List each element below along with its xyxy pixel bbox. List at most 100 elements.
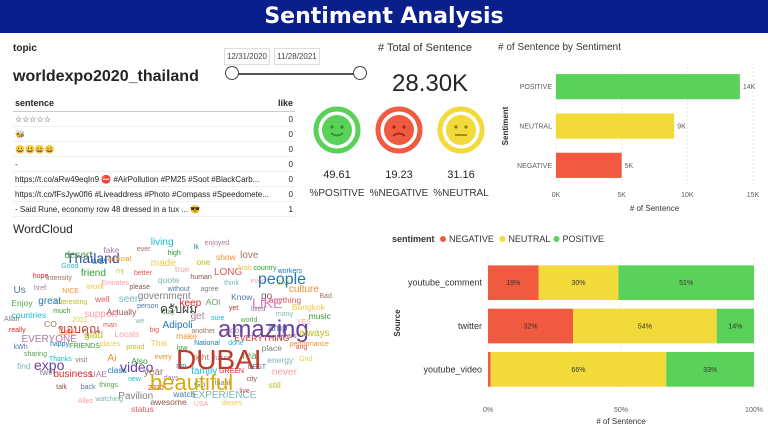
sentence-cell: - xyxy=(13,156,276,172)
legend-entry[interactable]: POSITIVE xyxy=(563,234,605,244)
wordcloud-word: EXPERIENCE xyxy=(191,390,257,402)
wordcloud-word: music xyxy=(308,310,331,321)
wordcloud-word: Good xyxy=(61,262,79,270)
stack-segment-positive[interactable] xyxy=(666,352,754,387)
like-cell: 0 xyxy=(275,171,295,187)
wordcloud-word: places xyxy=(99,341,120,349)
wordcloud-word: safe xyxy=(58,326,75,337)
wordcloud-word: right xyxy=(192,351,209,362)
wordcloud-word: performance xyxy=(289,340,329,348)
bar-negative[interactable] xyxy=(556,152,622,178)
wordcloud-word: think xyxy=(224,279,239,287)
wordcloud-word: video xyxy=(120,359,154,375)
wordcloud-word: beautiful xyxy=(150,370,234,395)
wordcloud-word: we xyxy=(135,318,145,326)
neutral-face-icon xyxy=(437,106,485,154)
wordcloud-word: sure xyxy=(210,315,225,323)
wordcloud-word: Thailand xyxy=(66,250,120,266)
wordcloud-word: never xyxy=(271,367,297,379)
wordcloud-word: sharing xyxy=(24,351,47,359)
wordcloud-word: GREEN xyxy=(219,367,244,375)
legend-entry[interactable]: NEUTRAL xyxy=(508,234,550,244)
legend-swatch xyxy=(440,236,446,242)
wordcloud-word: make xyxy=(176,331,197,342)
wordcloud-word: BEST xyxy=(247,363,267,371)
wordcloud-word: USA xyxy=(193,401,209,409)
wordcloud-word: SAY xyxy=(276,280,291,288)
table-row[interactable]: - Said Rune, economy row 48 dressed in a… xyxy=(13,201,295,217)
wordcloud-word: fake xyxy=(103,245,120,256)
wordcloud-word: lived xyxy=(251,305,266,313)
stack-segment-positive[interactable] xyxy=(716,308,754,344)
stack-segment-neutral[interactable] xyxy=(573,308,717,344)
table-row[interactable]: https://t.co/fFsJyw0fI6 #Liveaddress #Ph… xyxy=(13,186,295,202)
sentence-cell: 😀😀😀😀 xyxy=(13,141,276,157)
wordcloud-word: Emirates xyxy=(101,280,129,288)
table-row[interactable]: 🐝 0 xyxy=(13,126,295,142)
category-label: youtube_video xyxy=(423,364,482,374)
wordcloud-word: ever xyxy=(136,245,151,253)
like-cell: 1 xyxy=(275,201,295,217)
table-row[interactable]: -0 xyxy=(13,156,295,172)
wordcloud-word: LIKE xyxy=(252,295,283,311)
wordcloud-word: AOI xyxy=(205,297,221,308)
wordcloud-word: family xyxy=(191,366,218,378)
topic-label: topic xyxy=(13,43,37,54)
wordcloud-word: many xyxy=(275,310,294,318)
col-sentence-header[interactable]: sentence xyxy=(13,96,276,112)
wordcloud-word: go xyxy=(261,291,273,303)
wordcloud-word: run xyxy=(176,362,187,370)
col-like-header[interactable]: like xyxy=(275,96,295,112)
x-tick-label: 5K xyxy=(617,192,626,199)
wordcloud-word: dieses xyxy=(221,399,243,407)
table-row[interactable]: ☆☆☆☆☆ 0 xyxy=(13,111,295,127)
wordcloud-word: agree xyxy=(200,285,219,293)
stack-segment-negative[interactable] xyxy=(488,352,491,387)
y-axis-title: Source xyxy=(393,309,402,337)
date-slider-start-handle[interactable] xyxy=(225,66,239,80)
segment-data-label: 19% xyxy=(506,280,520,287)
negative-face-icon xyxy=(375,106,423,154)
bar-neutral[interactable] xyxy=(556,113,675,139)
wordcloud-word: seen xyxy=(118,294,141,306)
segment-data-label: 66% xyxy=(571,367,585,374)
date-end[interactable]: 11/28/2021 xyxy=(274,48,320,65)
wordcloud-word: year xyxy=(143,366,164,378)
legend-swatch xyxy=(553,236,560,242)
y-axis-title: Sentiment xyxy=(501,106,510,145)
wordcloud-word: Thai xyxy=(150,338,168,349)
wordcloud-word: href xyxy=(34,285,47,293)
wordcloud-word: Allah xyxy=(4,315,20,323)
stack-segment-neutral[interactable] xyxy=(538,265,619,301)
wordcloud-word: status xyxy=(131,403,154,414)
x-axis-title: # of Sentence xyxy=(596,417,646,426)
wordcloud-word: days xyxy=(163,375,179,383)
wordcloud-word: even xyxy=(250,278,266,286)
category-label: NEUTRAL xyxy=(519,124,552,131)
wordcloud-word: desert xyxy=(64,249,93,261)
stack-segment-negative[interactable] xyxy=(488,308,574,344)
page-title: Sentiment Analysis xyxy=(264,4,504,29)
wordcloud-word: workers xyxy=(277,267,303,275)
table-row[interactable]: 😀😀😀😀 0 xyxy=(13,141,295,157)
segment-data-label: 51% xyxy=(679,280,693,287)
bar-positive[interactable] xyxy=(556,74,740,100)
sentence-cell: https://t.co/aRw49eqIn9 ⛔ #AirPollution … xyxy=(13,171,276,187)
total-value: 28.30K xyxy=(392,70,469,97)
stack-segment-positive[interactable] xyxy=(618,265,754,301)
date-slider-end-handle[interactable] xyxy=(353,66,367,80)
table-row[interactable]: https://t.co/aRw49eqIn9 ⛔ #AirPollution … xyxy=(13,171,295,187)
wordcloud-word: Go xyxy=(193,378,206,389)
segment-data-label: 30% xyxy=(571,280,585,287)
topic-value[interactable]: worldexpo2020_thailand xyxy=(13,68,199,85)
date-slider-track[interactable] xyxy=(232,73,360,75)
wordcloud-word: watch xyxy=(173,389,196,400)
wordcloud-word: new xyxy=(128,376,141,384)
wordcloud-word: things xyxy=(99,381,118,389)
stack-segment-negative[interactable] xyxy=(488,265,539,301)
wordcloud-word: Adipoli xyxy=(162,320,193,331)
date-start[interactable]: 12/31/2020 xyxy=(224,48,270,65)
stack-segment-neutral[interactable] xyxy=(490,352,667,387)
legend-entry[interactable]: NEGATIVE xyxy=(449,234,494,244)
wordcloud-word: support xyxy=(84,308,118,320)
